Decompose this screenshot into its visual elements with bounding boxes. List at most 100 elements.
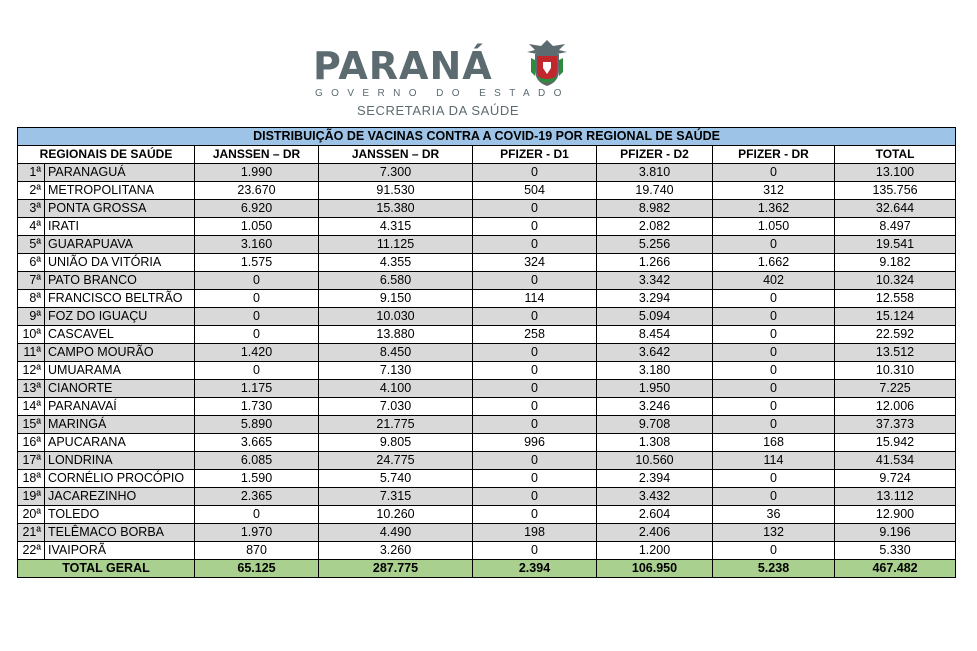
regional-name: METROPOLITANA <box>44 181 195 200</box>
table-cell: 258 <box>472 325 597 344</box>
regional-number: 15ª <box>17 415 45 434</box>
regional-number: 11ª <box>17 343 45 362</box>
total-cell: 5.238 <box>712 559 835 578</box>
table-cell: 5.256 <box>596 235 713 254</box>
table-row: 11ª CAMPO MOURÃO 1.420 8.450 0 3.642 0 13.512 <box>17 343 957 362</box>
table-cell: 0 <box>712 397 835 416</box>
table-cell: 0 <box>472 361 597 380</box>
table-cell: 0 <box>472 505 597 524</box>
table-cell: 132 <box>712 523 835 542</box>
regional-number: 13ª <box>17 379 45 398</box>
table-row: 22ª IVAIPORÃ 870 3.260 0 1.200 0 5.330 <box>17 541 957 560</box>
table-cell: 8.982 <box>596 199 713 218</box>
table-cell: 8.454 <box>596 325 713 344</box>
regional-name: PATO BRANCO <box>44 271 195 290</box>
table-row: 18ª CORNÉLIO PROCÓPIO 1.590 5.740 0 2.394 0 9.7… <box>17 469 957 488</box>
table-cell: 13.112 <box>833 487 957 506</box>
table-cell: 9.805 <box>318 433 473 452</box>
table-cell: 0 <box>472 469 597 488</box>
table-cell: 0 <box>194 505 319 524</box>
regional-name: PARANAVAÍ <box>44 397 195 416</box>
table-cell: 7.030 <box>318 397 473 416</box>
table-cell: 0 <box>472 217 597 236</box>
regional-name: TELÊMACO BORBA <box>44 523 195 542</box>
table-cell: 13.880 <box>318 325 473 344</box>
table-cell: 198 <box>472 523 597 542</box>
table-cell: 0 <box>472 163 597 182</box>
table-cell: 6.580 <box>318 271 473 290</box>
table-cell: 5.890 <box>194 415 319 434</box>
logo-governo: GOVERNO DO ESTADO <box>315 88 570 99</box>
regional-number: 21ª <box>17 523 45 542</box>
table-cell: 7.315 <box>318 487 473 506</box>
table-row: 3ª PONTA GROSSA 6.920 15.380 0 8.982 1.362 32.6… <box>17 199 957 218</box>
table-cell: 6.920 <box>194 199 319 218</box>
table-row: 10ª CASCAVEL 0 13.880 258 8.454 0 22.592 <box>17 325 957 344</box>
table-cell: 13.512 <box>833 343 957 362</box>
regional-name: CORNÉLIO PROCÓPIO <box>44 469 195 488</box>
regional-name: UNIÃO DA VITÓRIA <box>44 253 195 272</box>
table-row: 19ª JACAREZINHO 2.365 7.315 0 3.432 0 13.112 <box>17 487 957 506</box>
table-cell: 1.308 <box>596 433 713 452</box>
regional-number: 19ª <box>17 487 45 506</box>
table-cell: 0 <box>712 379 835 398</box>
total-row: TOTAL GERAL 65.125 287.775 2.394 106.950 5.2… <box>17 559 957 578</box>
table-cell: 10.560 <box>596 451 713 470</box>
table-cell: 996 <box>472 433 597 452</box>
table-cell: 504 <box>472 181 597 200</box>
table-cell: 0 <box>472 343 597 362</box>
table-cell: 1.950 <box>596 379 713 398</box>
table-cell: 1.970 <box>194 523 319 542</box>
table-row: 17ª LONDRINA 6.085 24.775 0 10.560 114 41.534 <box>17 451 957 470</box>
regional-number: 18ª <box>17 469 45 488</box>
table-cell: 2.406 <box>596 523 713 542</box>
total-label: TOTAL GERAL <box>17 559 195 578</box>
table-cell: 9.708 <box>596 415 713 434</box>
regional-name: TOLEDO <box>44 505 195 524</box>
table-cell: 10.260 <box>318 505 473 524</box>
table-cell: 23.670 <box>194 181 319 200</box>
regional-number: 3ª <box>17 199 45 218</box>
table-cell: 37.373 <box>833 415 957 434</box>
table-cell: 1.990 <box>194 163 319 182</box>
table-cell: 0 <box>712 361 835 380</box>
regional-number: 14ª <box>17 397 45 416</box>
table-cell: 0 <box>472 379 597 398</box>
total-cell: 106.950 <box>596 559 713 578</box>
table-cell: 2.365 <box>194 487 319 506</box>
table-cell: 12.900 <box>833 505 957 524</box>
table-cell: 0 <box>194 361 319 380</box>
table-cell: 6.085 <box>194 451 319 470</box>
table-cell: 0 <box>712 289 835 308</box>
table-cell: 3.246 <box>596 397 713 416</box>
table-cell: 2.082 <box>596 217 713 236</box>
regional-name: IVAIPORÃ <box>44 541 195 560</box>
table-cell: 13.100 <box>833 163 957 182</box>
table-cell: 0 <box>712 235 835 254</box>
table-row: 6ª UNIÃO DA VITÓRIA 1.575 4.355 324 1.266 1.66… <box>17 253 957 272</box>
table-cell: 1.662 <box>712 253 835 272</box>
regional-name: LONDRINA <box>44 451 195 470</box>
table-cell: 0 <box>472 415 597 434</box>
column-header: JANSSEN – DR <box>318 145 473 164</box>
regional-number: 5ª <box>17 235 45 254</box>
table-cell: 870 <box>194 541 319 560</box>
table-cell: 11.125 <box>318 235 473 254</box>
table-cell: 0 <box>712 487 835 506</box>
table-cell: 7.225 <box>833 379 957 398</box>
table-row: 14ª PARANAVAÍ 1.730 7.030 0 3.246 0 12.006 <box>17 397 957 416</box>
column-header: PFIZER - D2 <box>596 145 713 164</box>
column-header: TOTAL <box>833 145 957 164</box>
table-cell: 21.775 <box>318 415 473 434</box>
table-cell: 19.541 <box>833 235 957 254</box>
table-cell: 312 <box>712 181 835 200</box>
regional-name: PONTA GROSSA <box>44 199 195 218</box>
table-cell: 9.182 <box>833 253 957 272</box>
table-row: 15ª MARINGÁ 5.890 21.775 0 9.708 0 37.373 <box>17 415 957 434</box>
table-cell: 0 <box>712 325 835 344</box>
table-cell: 5.094 <box>596 307 713 326</box>
table-cell: 0 <box>472 199 597 218</box>
table-cell: 0 <box>712 163 835 182</box>
table-cell: 0 <box>472 541 597 560</box>
regional-number: 10ª <box>17 325 45 344</box>
